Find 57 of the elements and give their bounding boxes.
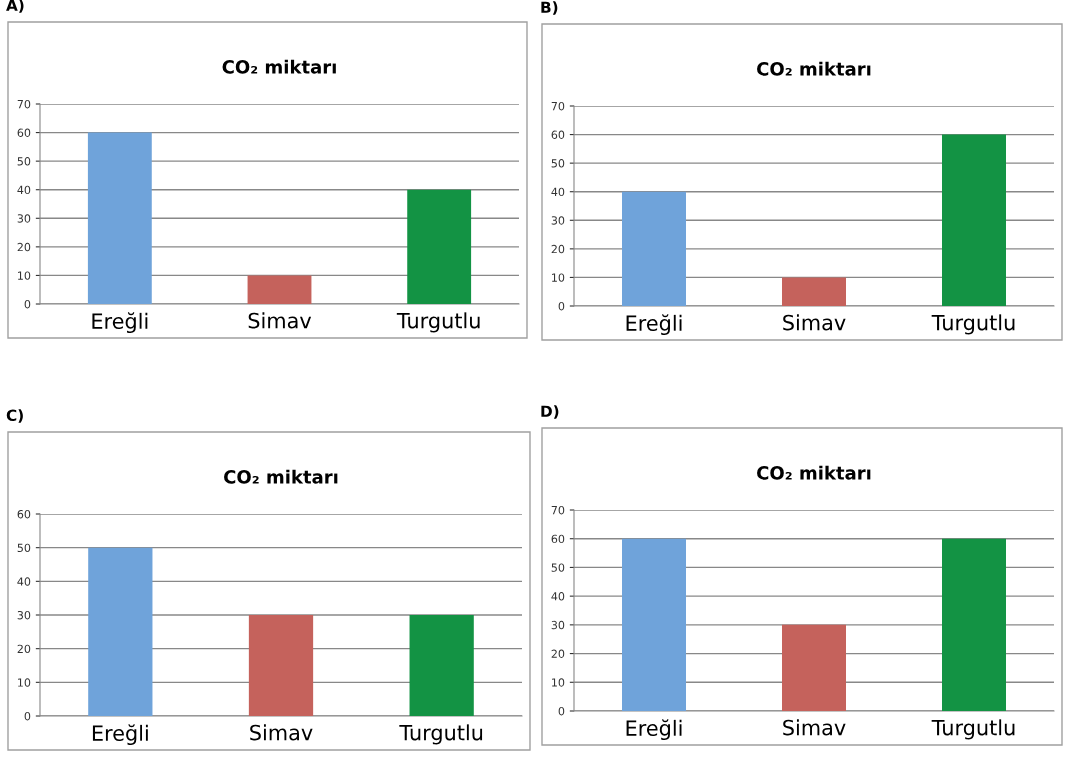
y-tick-label: 10 (18, 271, 31, 280)
y-tick-label: 70 (551, 101, 565, 111)
y-tick-label: 50 (17, 157, 31, 166)
text: B) (541, 1, 558, 15)
x-tick-label: Simav (248, 312, 312, 329)
x-tick-label: Ereğli (626, 314, 682, 336)
y-tick-label: 20 (551, 649, 565, 658)
x-tick-label: Turgutlu (931, 719, 1015, 740)
y-tick-label: 0 (558, 301, 565, 311)
x-tick-label: Ereğli (92, 724, 148, 746)
x-tick-label: Ereğli (92, 312, 148, 334)
text: A) (6, 0, 24, 13)
bar (782, 277, 846, 306)
x-tick-label: Simav (250, 724, 313, 741)
y-tick-label: 60 (551, 130, 565, 139)
y-tick-label: 40 (551, 187, 565, 197)
y-tick-label: 50 (17, 543, 31, 553)
y-tick-label: 20 (17, 644, 31, 654)
y-tick-label: 20 (17, 242, 31, 252)
y-tick-label: 40 (551, 592, 565, 601)
x-tick-label: Turgutlu (931, 314, 1015, 335)
y-tick-label: 10 (552, 273, 565, 282)
y-tick-label: 0 (558, 706, 565, 716)
y-tick-label: 10 (18, 678, 31, 687)
text: C) (6, 409, 23, 423)
chart-title: CO₂ miktarı (757, 465, 871, 480)
bar (87, 132, 152, 304)
x-tick-label: Turgutlu (399, 724, 483, 745)
chart-title: CO₂ miktarı (757, 61, 871, 76)
bar (622, 191, 686, 306)
chart-title: CO₂ miktarı (224, 469, 338, 484)
y-tick-label: 30 (17, 214, 31, 223)
y-tick-label: 0 (24, 711, 31, 721)
y-tick-label: 70 (17, 99, 31, 109)
y-tick-label: 40 (17, 577, 31, 586)
y-tick-label: 10 (552, 678, 565, 687)
y-tick-label: 20 (551, 244, 565, 254)
bar (247, 275, 312, 304)
x-tick-label: Simav (783, 719, 846, 736)
y-tick-label: 60 (17, 509, 31, 519)
y-tick-label: 30 (17, 610, 31, 620)
y-tick-label: 40 (17, 185, 31, 195)
y-tick-label: 60 (551, 534, 565, 544)
bar (407, 189, 472, 304)
y-tick-label: 0 (24, 299, 31, 309)
y-tick-label: 70 (551, 505, 565, 515)
x-tick-label: Turgutlu (396, 312, 480, 333)
y-tick-label: 30 (551, 216, 565, 225)
x-tick-label: Simav (783, 314, 846, 331)
chart-title: CO₂ miktarı (222, 59, 336, 74)
text: D) (541, 405, 559, 419)
y-tick-label: 50 (551, 563, 565, 572)
y-tick-label: 30 (551, 620, 565, 630)
bar (942, 134, 1006, 306)
y-tick-label: 50 (551, 159, 565, 168)
y-tick-label: 60 (17, 128, 31, 137)
x-tick-label: Ereğli (626, 719, 682, 741)
